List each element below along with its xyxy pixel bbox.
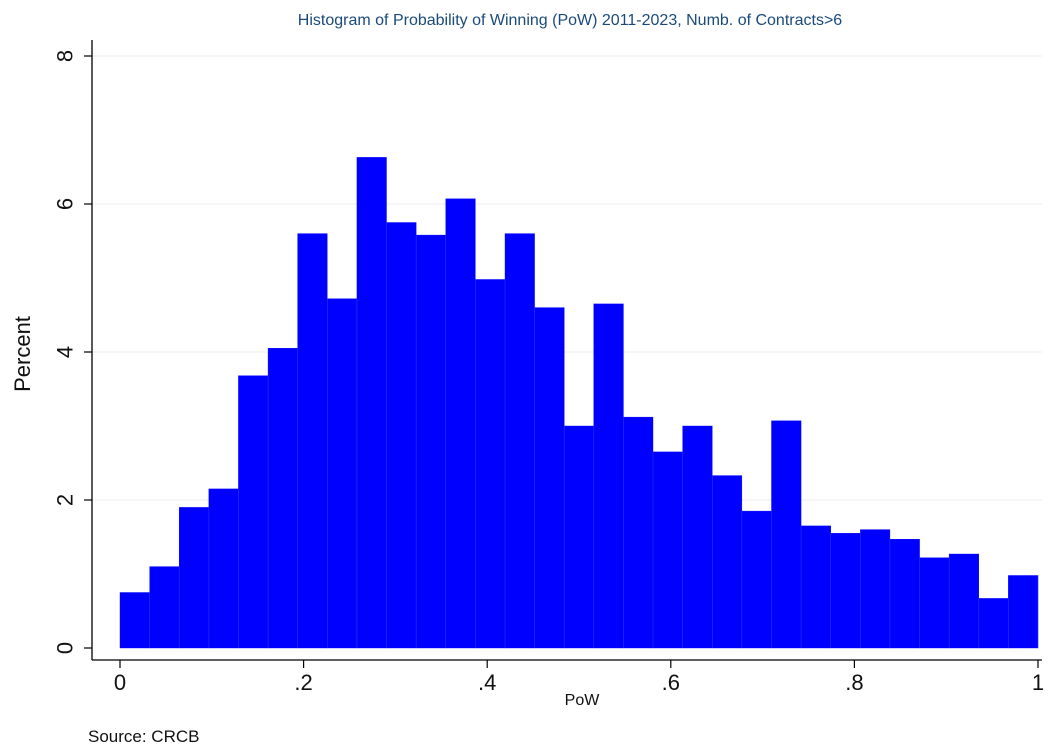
histogram-bar (593, 303, 624, 649)
histogram-bar (327, 298, 358, 649)
x-tick-label: .4 (478, 670, 496, 695)
histogram-bar (712, 475, 743, 649)
histogram-bar (149, 566, 180, 649)
histogram-bar (741, 510, 772, 649)
x-axis-title: PoW (565, 692, 601, 709)
y-axis-title: Percent (10, 316, 35, 392)
histogram-bar (830, 533, 861, 649)
y-tick-label: 0 (53, 642, 78, 654)
y-tick-label: 4 (53, 346, 78, 358)
histogram-bar (800, 525, 831, 649)
histogram-bar (119, 592, 150, 649)
histogram-bar (564, 425, 594, 649)
histogram-bar (682, 425, 713, 649)
histogram-bar (445, 198, 476, 649)
x-tick-label: .6 (662, 670, 680, 695)
histogram-bar (386, 222, 417, 649)
chart-title: Histogram of Probability of Winning (PoW… (298, 12, 842, 29)
y-ticks: 0 2 4 6 8 (53, 50, 92, 654)
histogram-bar (534, 307, 565, 649)
histogram-bar (652, 451, 683, 649)
y-tick-label: 8 (53, 50, 78, 62)
histogram-bar (919, 557, 950, 649)
x-tick-label: .2 (294, 670, 312, 695)
histogram-bar (948, 553, 979, 649)
x-tick-label: 0 (114, 670, 126, 695)
histogram-bar (415, 234, 446, 649)
bars (119, 157, 1039, 649)
histogram-bar (238, 375, 269, 649)
histogram-bar (1008, 575, 1039, 649)
histogram-bar (889, 539, 920, 649)
x-ticks: 0 .2 .4 .6 .8 1 (114, 660, 1044, 695)
histogram-bar (297, 233, 328, 649)
histogram-bar (860, 529, 891, 649)
histogram-bar (771, 420, 802, 649)
histogram-bar (267, 348, 298, 649)
source-note: Source: CRCB (88, 727, 199, 746)
histogram-bar (623, 416, 654, 649)
histogram-bar (179, 507, 210, 649)
y-tick-label: 2 (53, 494, 78, 506)
x-tick-label: 1 (1032, 670, 1044, 695)
y-tick-label: 6 (53, 198, 78, 210)
x-tick-label: .8 (845, 670, 863, 695)
histogram-bar (504, 233, 535, 649)
histogram-bar (475, 279, 506, 649)
histogram-bar (356, 157, 387, 649)
histogram-bar (978, 598, 1009, 649)
histogram-bar (208, 488, 239, 649)
